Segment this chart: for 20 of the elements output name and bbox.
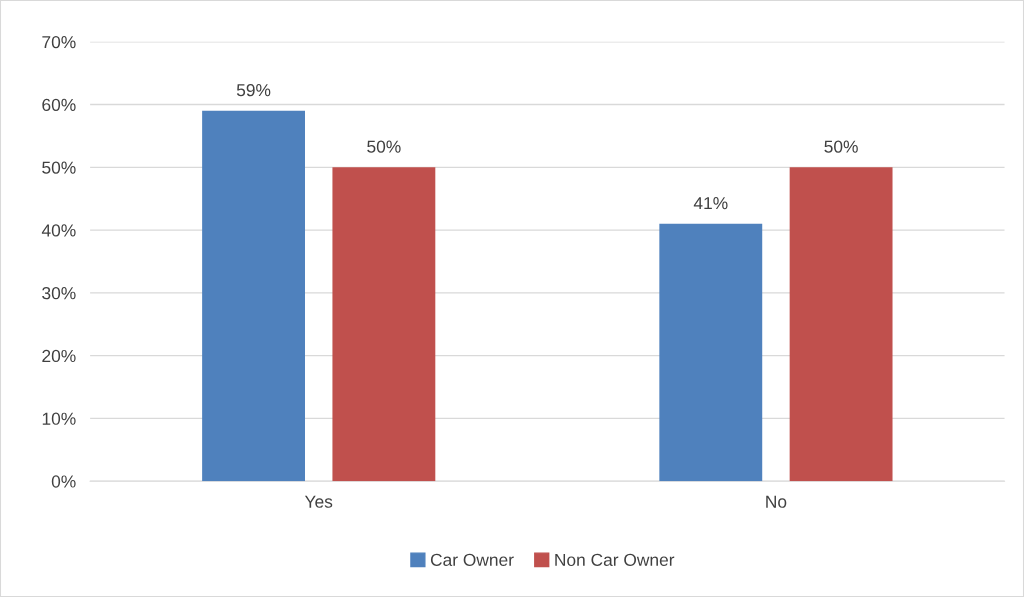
x-tick-label: Yes [304,495,333,508]
y-tick-label: 40% [41,224,76,237]
y-tick-label: 70% [42,35,76,49]
data-label: 59% [236,84,271,97]
legend-label: Car Owner [430,553,514,566]
data-label: 50% [367,140,401,153]
y-tick-label: 0% [51,475,76,488]
y-tick-label: 60% [42,98,76,112]
y-tick-label: 10% [42,412,76,425]
bar [789,167,893,482]
legend-label: Non Car Owner [555,553,675,566]
y-tick-label: 50% [42,161,76,174]
bar [202,110,305,482]
data-label: 41% [693,197,728,210]
bar [332,167,436,482]
x-tick-label: No [766,495,787,508]
y-tick-label: 30% [42,287,76,300]
data-label: 50% [824,140,858,153]
y-tick-label: 20% [42,349,76,363]
bar [659,223,763,482]
